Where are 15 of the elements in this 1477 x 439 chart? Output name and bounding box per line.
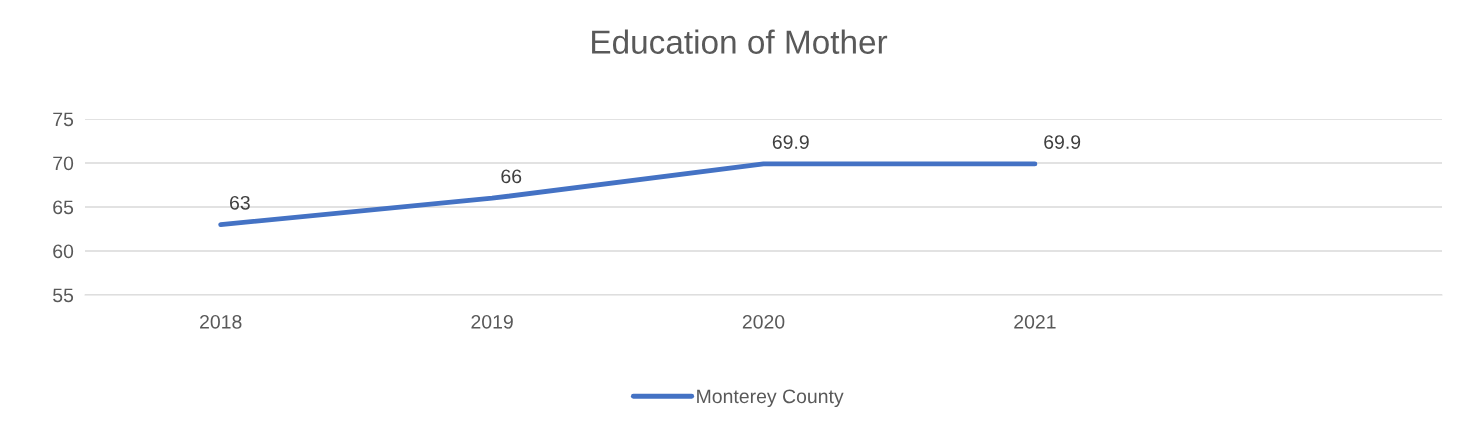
- legend-label: Monterey County: [697, 389, 844, 408]
- y-tick-label: 55: [53, 288, 74, 303]
- x-tick-label: 2018: [200, 314, 242, 329]
- data-label: 63: [230, 195, 250, 210]
- x-tick-label: 2019: [471, 314, 513, 329]
- y-tick-label: 65: [53, 200, 74, 215]
- y-tick-label: 75: [53, 112, 74, 127]
- x-tick-label: 2020: [742, 314, 785, 329]
- x-tick-label: 2021: [1014, 314, 1056, 329]
- data-label: 69.9: [772, 135, 809, 149]
- data-label: 69.9: [1044, 135, 1081, 149]
- y-tick-label: 70: [53, 156, 74, 171]
- y-tick-label: 60: [53, 244, 74, 259]
- data-label: 66: [501, 169, 522, 184]
- chart-title: Education of Mother: [592, 29, 888, 54]
